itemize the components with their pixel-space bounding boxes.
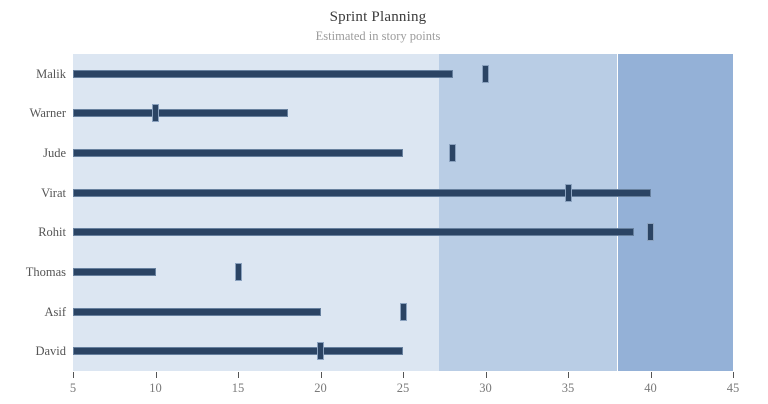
x-axis-tick-45	[733, 372, 734, 378]
target-marker-asif	[399, 302, 407, 321]
target-marker-virat	[564, 183, 572, 202]
estimate-bar-jude	[73, 149, 403, 158]
x-axis-tick-30	[485, 372, 487, 378]
estimate-bar-thomas	[73, 267, 156, 276]
y-axis-label-rohit: Rohit	[38, 225, 66, 240]
target-marker-rohit	[647, 223, 654, 242]
x-axis-tick-25	[403, 372, 404, 378]
y-axis-label-david: David	[35, 344, 66, 359]
x-axis-tick-label-20: 20	[314, 381, 327, 395]
x-axis-tick-35	[568, 372, 569, 378]
target-marker-thomas	[234, 262, 242, 281]
x-axis-tick-40	[650, 372, 652, 378]
chart-subtitle: Estimated in story points	[315, 29, 441, 43]
x-axis-tick-label-25: 25	[396, 381, 410, 395]
y-axis-label-thomas: Thomas	[25, 264, 66, 279]
x-axis-tick-label-5: 5	[69, 381, 77, 395]
band-mid-range	[439, 54, 618, 371]
y-axis-label-virat: Virat	[41, 185, 66, 200]
y-axis-label-jude: Jude	[43, 146, 66, 161]
y-axis-label-warner: Warner	[29, 106, 66, 121]
chart-title: Sprint Planning	[329, 9, 427, 25]
target-marker-david	[317, 342, 324, 361]
target-marker-malik	[482, 64, 489, 83]
x-axis-tick-label-15: 15	[231, 381, 245, 395]
x-axis-tick-15	[238, 372, 239, 378]
estimate-bar-malik	[73, 69, 453, 78]
x-axis-tick-label-40: 40	[644, 381, 657, 395]
estimate-bar-virat	[73, 188, 651, 197]
target-marker-warner	[152, 104, 159, 123]
x-axis-tick-label-10: 10	[149, 381, 162, 395]
y-axis-label-asif: Asif	[44, 304, 66, 319]
band-low-range	[73, 54, 440, 371]
estimate-bar-asif	[73, 307, 321, 316]
x-axis-tick-20	[320, 372, 322, 378]
x-axis-tick-label-35: 35	[561, 381, 575, 395]
band-high-range	[617, 54, 733, 371]
estimate-bar-warner	[73, 109, 288, 118]
estimate-bar-david	[73, 347, 403, 356]
x-axis-tick-10	[155, 372, 157, 378]
target-marker-jude	[449, 144, 456, 163]
x-axis-tick-label-45: 45	[726, 381, 740, 395]
plot-area	[73, 54, 733, 371]
x-axis-tick-5	[73, 372, 74, 378]
x-axis-tick-label-30: 30	[479, 381, 492, 395]
y-axis-label-malik: Malik	[36, 66, 66, 81]
estimate-bar-rohit	[73, 228, 634, 237]
